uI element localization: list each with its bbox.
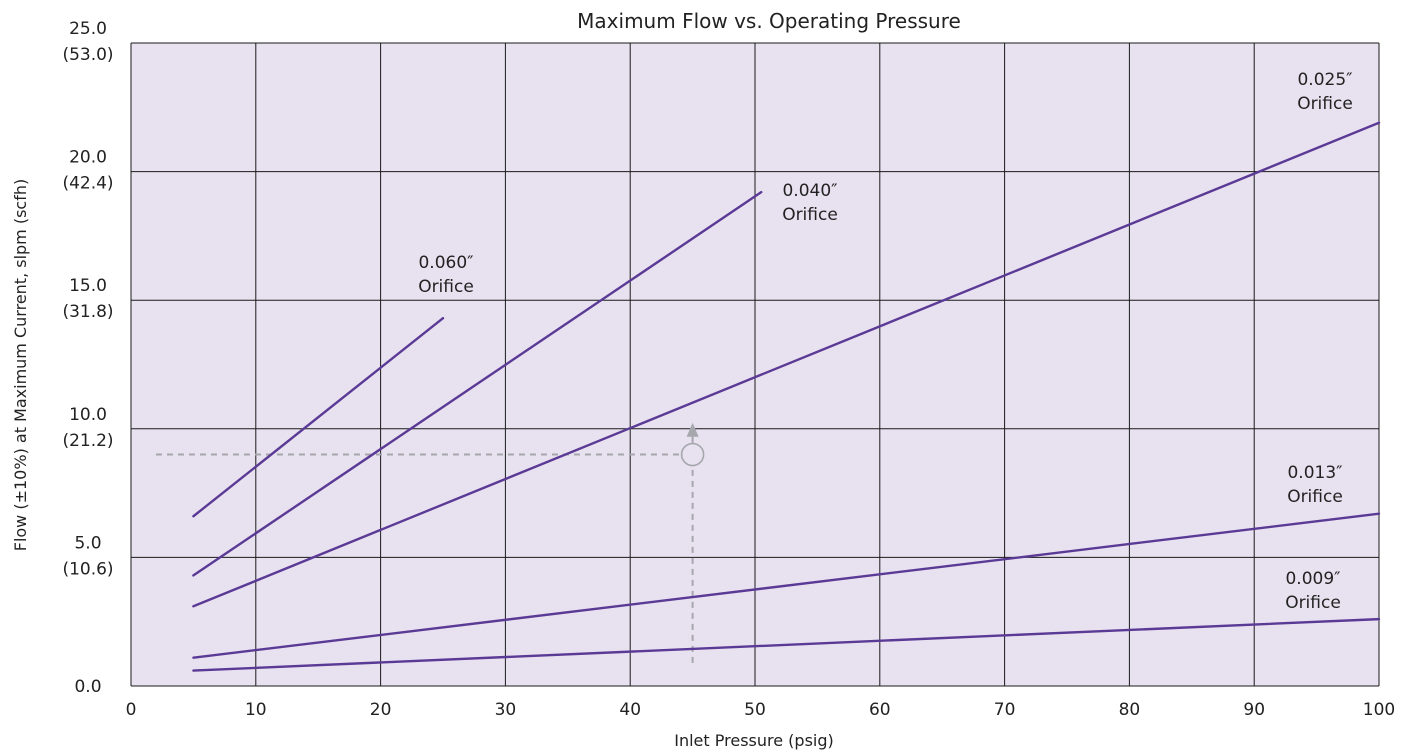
series-line-1 xyxy=(192,190,763,577)
series-label-0: Orifice xyxy=(418,277,474,297)
series-line-3 xyxy=(192,512,1381,659)
x-tick-label: 10 xyxy=(245,700,267,720)
series-line-2 xyxy=(192,121,1381,608)
x-axis-label: Inlet Pressure (psig) xyxy=(674,731,834,750)
series-label-3: Orifice xyxy=(1287,487,1343,507)
series-label-4: 0.009″ xyxy=(1285,569,1340,589)
series-labels: 0.060″ Orifice 0.040″ Orifice 0.025″ Orifice 0… xyxy=(418,70,1353,613)
x-tick-labels: 0 10 20 30 40 50 60 70 80 90 100 xyxy=(126,700,1396,720)
y-tick-label-scfh: (42.4) xyxy=(62,174,113,194)
y-tick-labels: 0.0 5.0 (10.6) 10.0 (21.2) 15.0 (31.8) 20.0 (42.… xyxy=(62,19,113,697)
series-line-4 xyxy=(192,617,1381,672)
x-tick-label: 30 xyxy=(495,700,517,720)
series-label-2: 0.025″ xyxy=(1297,70,1352,90)
x-tick-label: 20 xyxy=(370,700,392,720)
series-lines xyxy=(192,121,1381,672)
series-label-4: Orifice xyxy=(1285,593,1341,613)
y-tick-label: 10.0 xyxy=(69,405,107,425)
x-tick-label: 70 xyxy=(994,700,1016,720)
y-tick-label-scfh: (10.6) xyxy=(62,559,113,579)
x-tick-label: 50 xyxy=(744,700,766,720)
y-axis-label: Flow (±10%) at Maximum Current, slpm (sc… xyxy=(11,179,30,552)
y-tick-label: 5.0 xyxy=(74,533,101,553)
series-label-0: 0.060″ xyxy=(418,253,473,273)
series-label-1: Orifice xyxy=(782,205,838,225)
series-label-3: 0.013″ xyxy=(1287,463,1342,483)
y-tick-label: 15.0 xyxy=(69,276,107,296)
y-tick-label-scfh: (53.0) xyxy=(62,45,113,65)
x-tick-label: 100 xyxy=(1363,700,1395,720)
series-label-2: Orifice xyxy=(1297,94,1353,114)
chart-title: Maximum Flow vs. Operating Pressure xyxy=(577,9,961,33)
y-tick-label: 0.0 xyxy=(74,677,101,697)
grid-lines xyxy=(130,42,1380,687)
y-tick-label: 25.0 xyxy=(69,19,107,39)
series-label-1: 0.040″ xyxy=(782,181,837,201)
x-tick-label: 90 xyxy=(1243,700,1265,720)
x-tick-label: 40 xyxy=(619,700,641,720)
y-tick-label: 20.0 xyxy=(69,148,107,168)
y-tick-label-scfh: (31.8) xyxy=(62,302,113,322)
guide-arrow-head xyxy=(686,422,699,437)
x-tick-label: 80 xyxy=(1119,700,1141,720)
x-tick-label: 0 xyxy=(126,700,137,720)
series-line-0 xyxy=(192,317,445,518)
x-tick-label: 60 xyxy=(869,700,891,720)
example-guide xyxy=(155,422,705,663)
y-tick-label-scfh: (21.2) xyxy=(62,431,113,451)
